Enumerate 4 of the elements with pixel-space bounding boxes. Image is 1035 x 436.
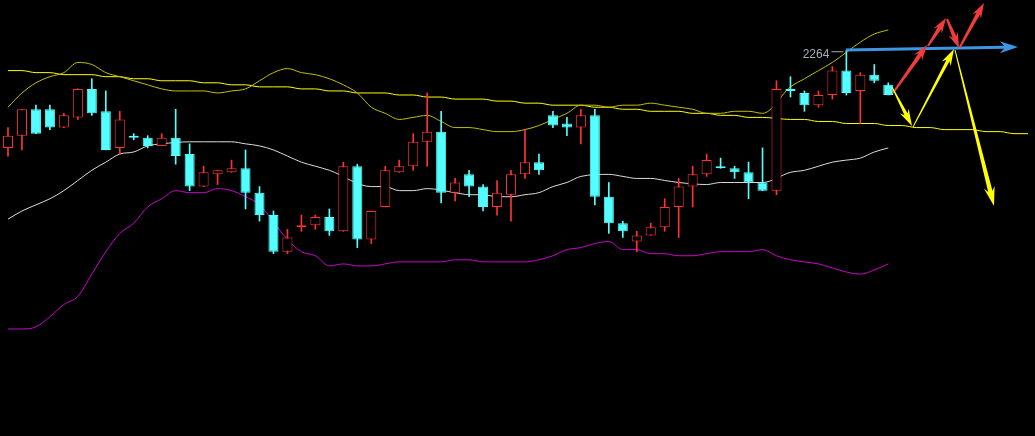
- candlestick: [561, 117, 572, 137]
- candlestick: [422, 92, 433, 167]
- candlestick: [519, 129, 531, 179]
- annotation: 2264: [802, 46, 830, 61]
